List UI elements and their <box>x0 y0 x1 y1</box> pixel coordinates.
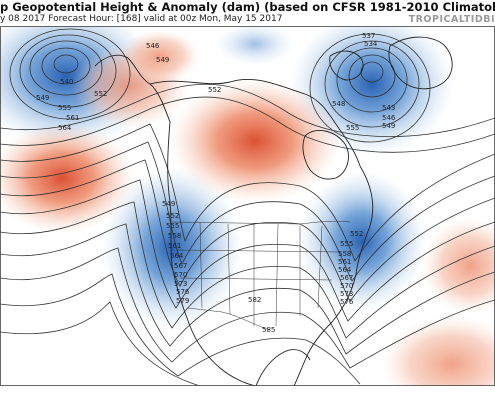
contour-label-548-e: 548 <box>332 100 345 108</box>
coast-hudson-bay <box>302 129 349 180</box>
contour-label-582-s: 582 <box>248 296 261 304</box>
state-lines <box>175 221 341 327</box>
coast-atlantic <box>293 165 374 386</box>
contour-band-2 <box>0 96 495 153</box>
positive-anomaly-canada <box>170 79 340 203</box>
contour-label-561-wc: 561 <box>168 242 181 250</box>
contour-label-564-w: 564 <box>58 124 72 132</box>
coast-alaska <box>94 54 171 123</box>
coastlines <box>94 36 453 386</box>
contour-label-570-wc: 570 <box>174 271 187 279</box>
contour-label-549-n: 549 <box>156 56 169 64</box>
contour-band-9 <box>0 247 495 369</box>
height-anomaly-map: 540 549 555 561 564 546 549 552 552 537 … <box>0 26 495 386</box>
contour-label-546-n: 546 <box>146 42 160 50</box>
positive-anomaly-east-atlantic <box>382 316 495 386</box>
contour-label-558-ec: 558 <box>338 250 351 258</box>
contour-label-549-wc: 549 <box>162 200 175 208</box>
contour-band-10 <box>0 273 361 385</box>
contour-label-579-wc: 579 <box>176 297 189 305</box>
contour-band-11 <box>0 301 201 386</box>
contour-label-561-ec: 561 <box>338 258 351 266</box>
coast-pacific-northwest <box>167 121 257 386</box>
contour-label-549-w: 549 <box>36 94 49 102</box>
contour-low-hudson-4 <box>324 40 420 128</box>
map-title: p Geopotential Height & Anomaly (dam) (b… <box>0 0 495 14</box>
contour-label-564-ec: 564 <box>338 266 352 274</box>
contour-label-546-e: 546 <box>382 114 396 122</box>
contour-band-1 <box>0 83 495 137</box>
contour-label-549-e: 549 <box>382 122 395 130</box>
contour-label-555-w: 555 <box>58 104 71 112</box>
positive-anomaly-northwest <box>120 30 200 82</box>
height-contours <box>0 28 495 386</box>
positive-anomaly-pacific <box>0 123 134 233</box>
contour-low-hudson-2 <box>348 54 396 98</box>
contour-label-543-e: 543 <box>382 104 395 112</box>
contour-label-567-ec: 567 <box>340 274 353 282</box>
contour-label-555-e: 555 <box>346 124 359 132</box>
contour-label-567-wc: 567 <box>174 262 187 270</box>
contour-labels: 540 549 555 561 564 546 549 552 552 537 … <box>36 32 396 334</box>
contour-label-564-wc: 564 <box>170 252 184 260</box>
contour-label-585-s: 585 <box>262 326 275 334</box>
contour-band-6 <box>0 179 495 322</box>
coast-baffin <box>329 50 364 81</box>
borders <box>171 220 351 331</box>
map-subtitle: y 08 2017 Forecast Hour: [168] valid at … <box>0 14 283 24</box>
contour-label-576-wc: 576 <box>176 288 190 296</box>
positive-anomaly-atlantic <box>422 218 495 314</box>
contour-label-555-ec: 555 <box>340 240 353 248</box>
contour-label-573-ec: 573 <box>340 290 353 298</box>
contour-low-aleutian-1 <box>53 54 79 74</box>
anomaly-shading <box>0 26 495 386</box>
contour-band-5 <box>0 159 495 302</box>
contour-label-552-ec: 552 <box>350 230 363 238</box>
coast-canadian-arctic <box>149 78 361 167</box>
contour-label-558-wc: 558 <box>168 232 181 240</box>
contour-band-3 <box>0 123 495 262</box>
contour-low-aleutian-5 <box>9 28 131 120</box>
contour-label-537-e: 537 <box>362 32 375 40</box>
brand-watermark: TROPICALTIDBI <box>408 14 495 25</box>
contour-label-570-ec: 570 <box>340 282 353 290</box>
contour-label-534-e: 534 <box>364 40 378 48</box>
contour-band-7 <box>0 201 495 339</box>
contour-band-4 <box>0 141 495 282</box>
border-us-mexico <box>187 307 271 331</box>
contour-low-aleutian-3 <box>29 40 103 96</box>
contour-label-552-c: 552 <box>208 86 221 94</box>
coast-gulf-of-mexico <box>255 349 311 386</box>
negative-anomaly-greenland <box>215 26 295 66</box>
contour-band-8 <box>0 223 495 355</box>
border-us-canada <box>171 220 351 225</box>
negative-anomaly-east-us <box>298 171 426 311</box>
contour-label-555-wc: 555 <box>166 222 179 230</box>
contour-label-576-ec: 576 <box>340 298 354 306</box>
contour-label-540-w: 540 <box>60 78 73 86</box>
contour-low-hudson-3 <box>336 47 408 113</box>
contour-label-561-w: 561 <box>66 114 79 122</box>
contour-label-552-n: 552 <box>94 90 107 98</box>
coast-greenland <box>388 36 453 90</box>
contour-label-573-wc: 573 <box>174 280 187 288</box>
contour-low-aleutian-2 <box>41 47 91 85</box>
contour-low-aleutian-4 <box>19 34 117 108</box>
contour-label-552-wc: 552 <box>166 212 179 220</box>
